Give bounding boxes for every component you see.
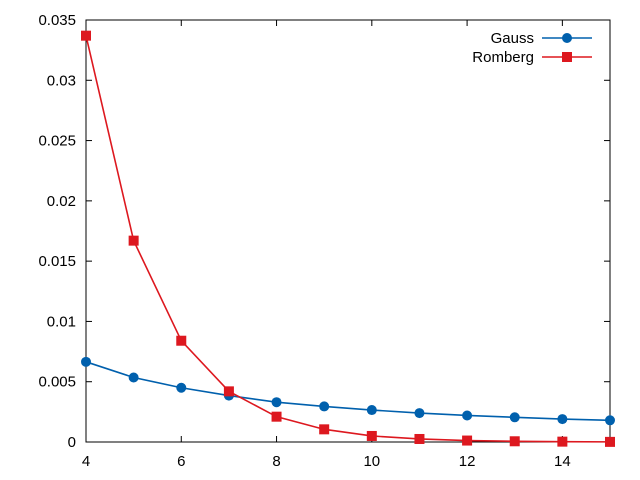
- y-tick-label: 0.03: [47, 72, 76, 89]
- data-point-romberg: [176, 335, 187, 346]
- x-tick-label: 14: [554, 453, 571, 470]
- y-tick-label: 0.035: [38, 12, 76, 29]
- data-point-romberg: [605, 436, 615, 447]
- legend-label-romberg: Romberg: [472, 49, 534, 66]
- legend-marker-romberg: [562, 52, 572, 62]
- series-gauss: [81, 356, 615, 426]
- y-tick-label: 0.02: [47, 193, 76, 210]
- data-point-gauss: [319, 401, 330, 412]
- x-tick-label: 10: [363, 453, 380, 470]
- data-point-gauss: [462, 410, 473, 421]
- data-point-romberg: [557, 436, 568, 447]
- data-point-gauss: [128, 372, 139, 383]
- data-point-gauss: [605, 415, 615, 426]
- data-point-gauss: [81, 356, 91, 367]
- data-point-gauss: [366, 405, 377, 416]
- series-line-gauss: [85, 361, 611, 422]
- x-tick-label: 8: [272, 453, 280, 470]
- data-point-gauss: [176, 382, 187, 393]
- axis-ticks: 4 6 8 10 12 14 0 0.005 0.01 0.015 0.02 0.025 0.03 0.0…: [38, 12, 610, 470]
- data-point-romberg: [81, 30, 91, 41]
- data-point-romberg: [223, 386, 234, 397]
- legend: Gauss Romberg: [472, 30, 592, 66]
- y-tick-label: 0: [68, 434, 76, 451]
- y-tick-label: 0.025: [38, 133, 76, 150]
- data-point-gauss: [271, 397, 282, 408]
- y-tick-label: 0.015: [38, 253, 76, 270]
- series-romberg: [81, 30, 615, 447]
- data-point-gauss: [557, 414, 568, 425]
- data-point-romberg: [319, 424, 330, 435]
- data-point-romberg: [509, 436, 520, 447]
- legend-label-gauss: Gauss: [491, 30, 534, 47]
- plot-frame: [85, 19, 611, 443]
- x-tick-label: 6: [177, 453, 185, 470]
- data-point-romberg: [414, 433, 425, 444]
- y-tick-label: 0.01: [47, 313, 76, 330]
- series-group: [81, 30, 615, 447]
- x-tick-label: 4: [82, 453, 90, 470]
- data-point-romberg: [366, 430, 377, 441]
- data-point-gauss: [509, 412, 520, 423]
- data-point-gauss: [414, 408, 425, 419]
- legend-marker-gauss: [562, 33, 572, 43]
- data-point-romberg: [462, 435, 473, 446]
- series-line-romberg: [85, 35, 611, 443]
- data-point-romberg: [271, 411, 282, 422]
- x-tick-label: 12: [459, 453, 476, 470]
- data-point-romberg: [128, 235, 139, 246]
- y-tick-label: 0.005: [38, 374, 76, 391]
